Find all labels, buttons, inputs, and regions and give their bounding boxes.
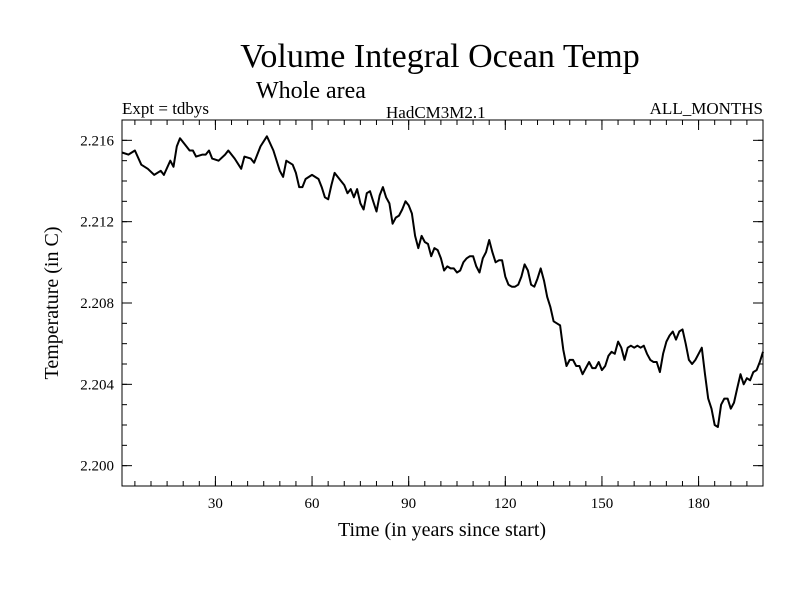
x-tick-label: 30	[208, 496, 223, 512]
y-axis-label: Temperature (in C)	[41, 227, 63, 380]
series-line	[121, 135, 764, 428]
model-label: HadCM3M2.1	[386, 103, 486, 122]
x-tick-label: 120	[494, 496, 517, 512]
y-tick-label: 2.200	[80, 459, 114, 475]
x-tick-label: 180	[687, 496, 710, 512]
months-label: ALL_MONTHS	[649, 99, 763, 118]
axis-ticks	[122, 119, 763, 487]
y-tick-label: 2.216	[80, 133, 114, 149]
x-tick-label: 90	[401, 496, 416, 512]
x-axis-label: Time (in years since start)	[338, 519, 546, 541]
experiment-label: Expt = tdbys	[122, 99, 210, 118]
chart-subtitle: Whole area	[256, 78, 366, 104]
y-tick-label: 2.204	[80, 377, 114, 393]
x-tick-label: 60	[305, 496, 320, 512]
y-tick-label: 2.208	[80, 296, 114, 312]
plot-frame	[121, 119, 764, 487]
x-tick-label: 150	[591, 496, 614, 512]
axis-tick-labels: 30 60 90 120 150 180 2.200 2.204 2.208 2.212 2.216	[80, 133, 710, 512]
chart-title: Volume Integral Ocean Temp	[240, 38, 640, 75]
y-tick-label: 2.212	[80, 215, 114, 231]
